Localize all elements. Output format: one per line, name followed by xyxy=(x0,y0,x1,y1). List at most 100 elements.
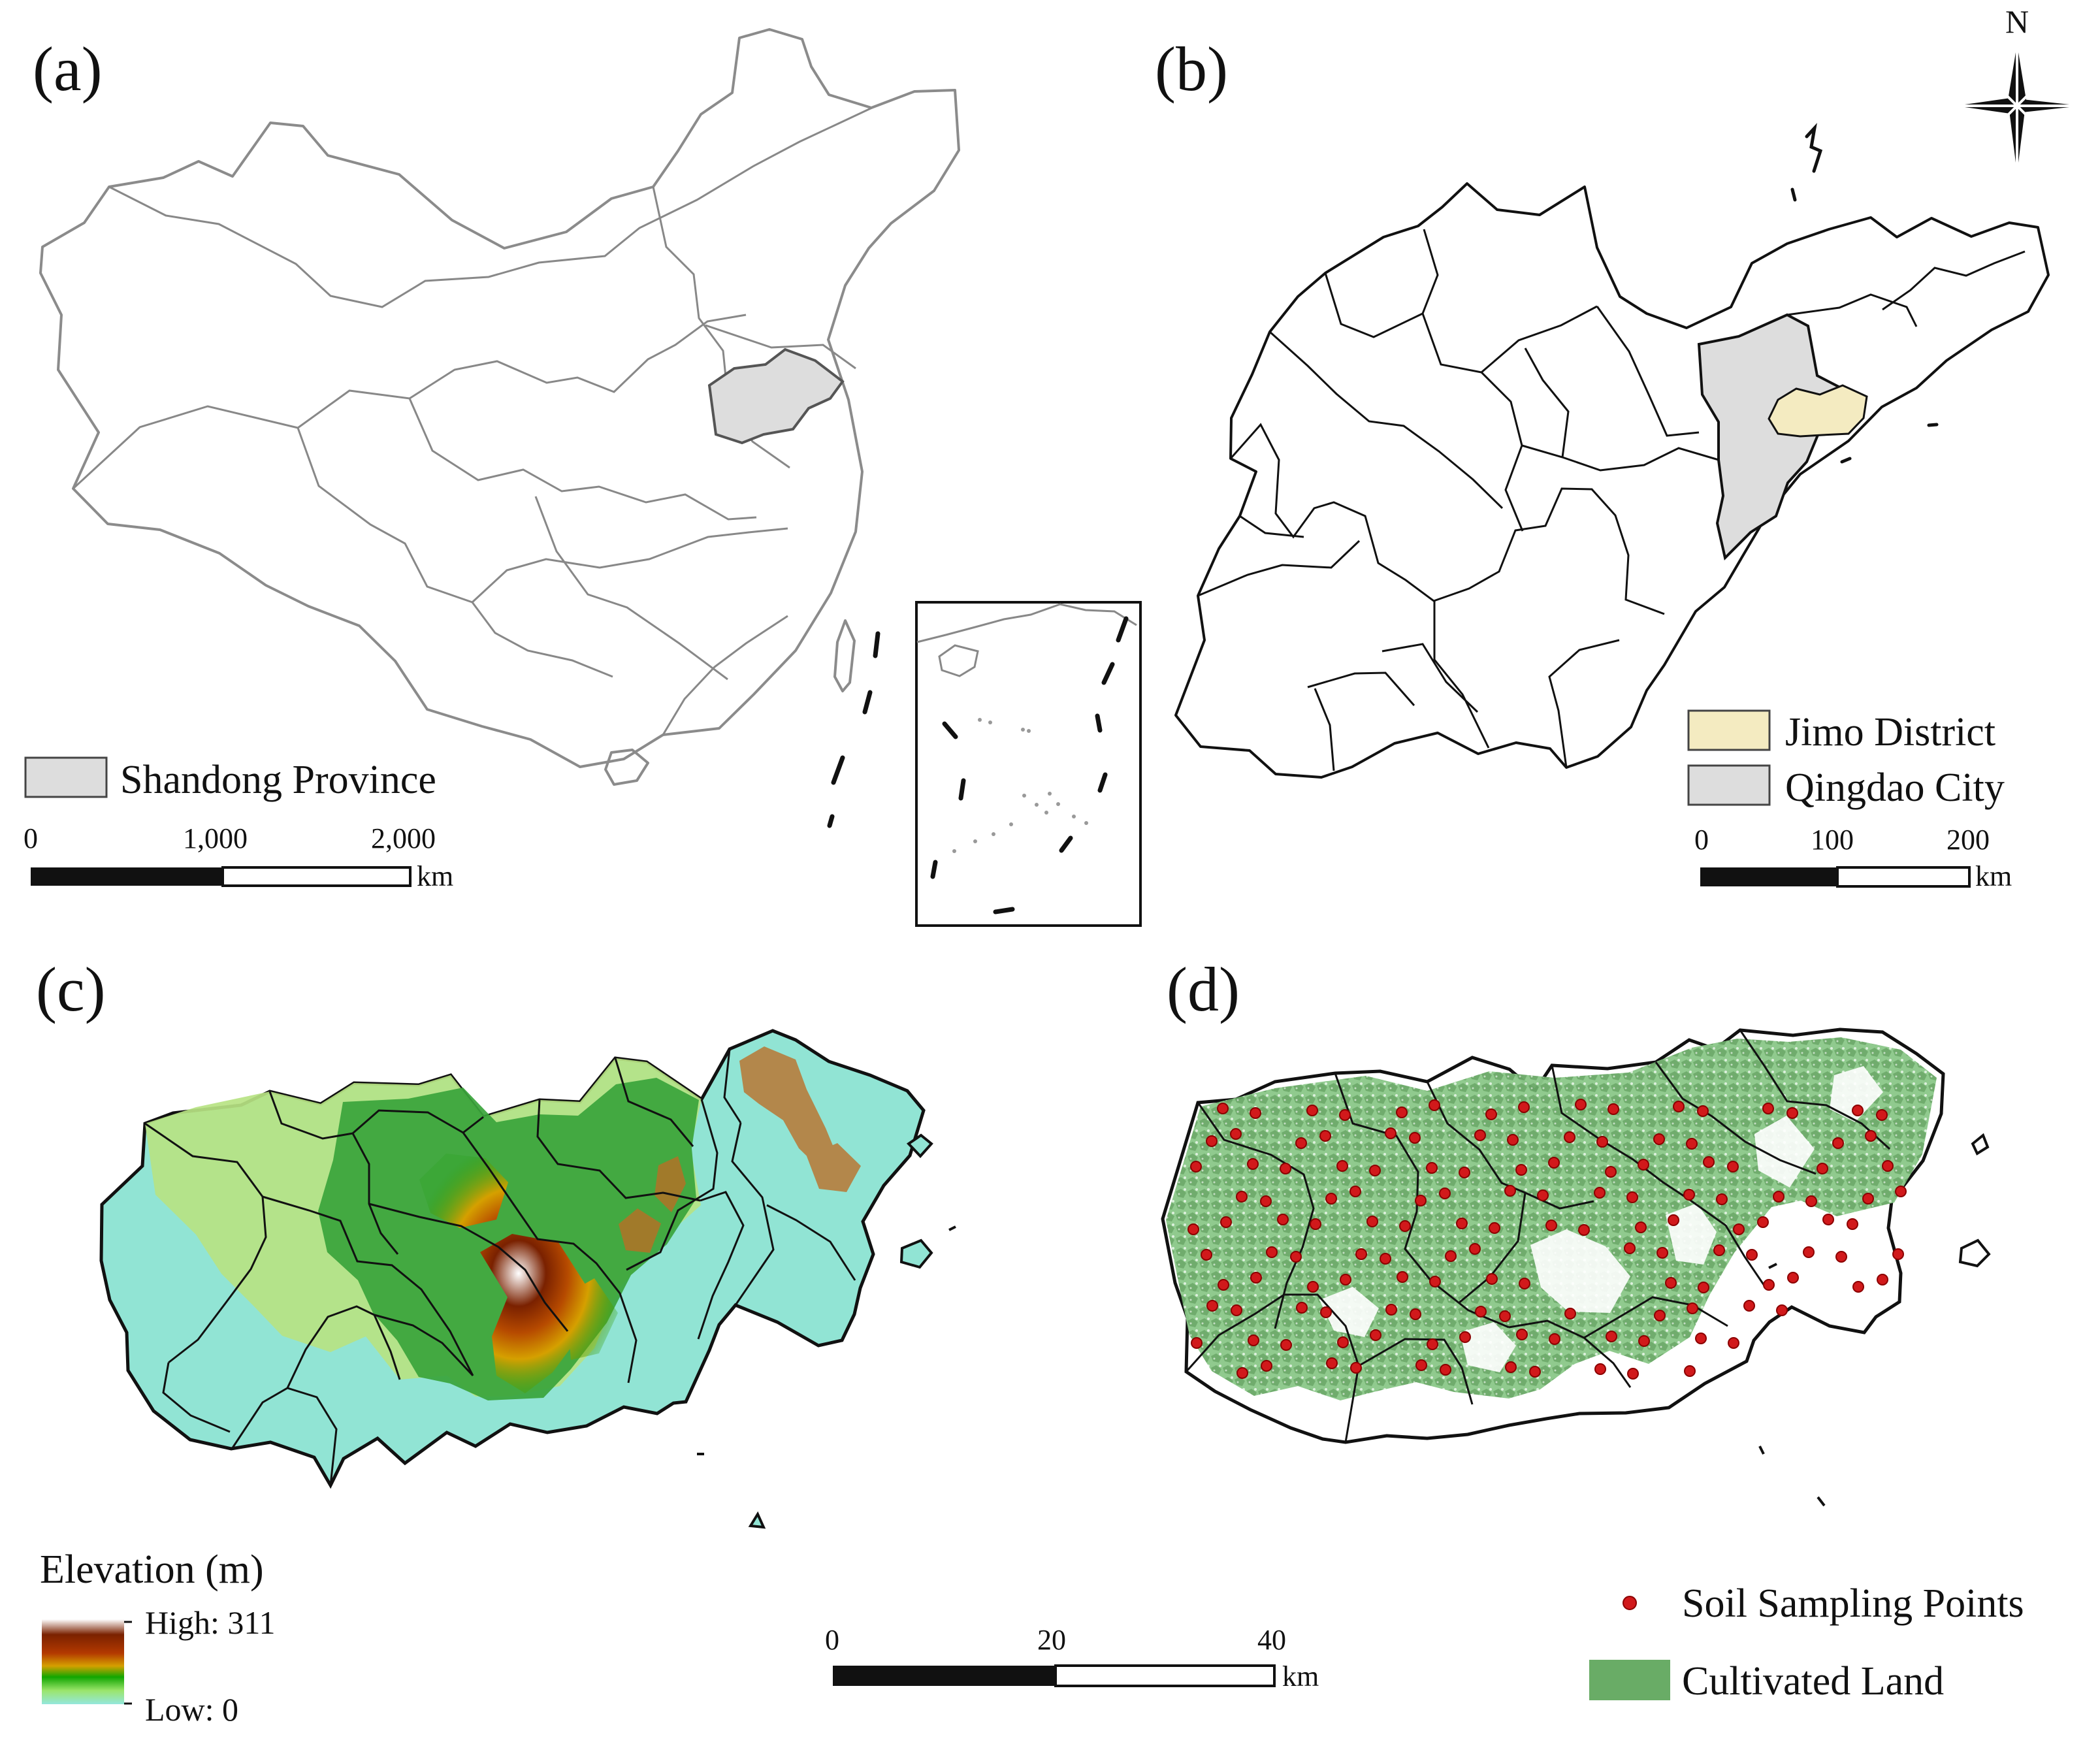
north-arrow: N xyxy=(1956,3,2081,173)
soil-sampling-point xyxy=(1776,1304,1788,1316)
soil-sampling-point xyxy=(1594,1187,1606,1199)
soil-sampling-point xyxy=(1733,1223,1745,1235)
scale-a-black-segment xyxy=(31,867,223,886)
elevation-low-label: Low: 0 xyxy=(145,1691,238,1728)
scale-a-tick-1000: 1,000 xyxy=(183,822,248,854)
soil-sampling-point xyxy=(1230,1128,1242,1140)
soil-sampling-point xyxy=(1638,1159,1649,1171)
panel-d-legend: Soil Sampling Points Cultivated Land xyxy=(1589,1581,2024,1704)
soil-sampling-point xyxy=(1380,1253,1391,1265)
inset-islands xyxy=(952,718,1088,853)
soil-sampling-point xyxy=(1280,1339,1292,1351)
soil-sampling-point xyxy=(1415,1359,1427,1371)
shandong-county-lines xyxy=(1197,229,2026,771)
soil-sampling-point xyxy=(1832,1137,1844,1149)
soil-sampling-point xyxy=(1397,1271,1408,1283)
soil-sampling-point xyxy=(1266,1246,1278,1258)
shared-scale-tick-20: 20 xyxy=(1037,1624,1066,1656)
soil-sampling-point xyxy=(1575,1099,1587,1110)
soil-sampling-point xyxy=(1339,1109,1351,1121)
soil-sampling-point xyxy=(1703,1156,1715,1168)
soil-sampling-point xyxy=(1340,1274,1351,1285)
soil-sampling-point xyxy=(1519,1278,1530,1289)
soil-sampling-point xyxy=(1635,1221,1647,1233)
scale-b-white-segment xyxy=(1836,866,1971,888)
soil-sampling-point xyxy=(1319,1130,1331,1142)
elevation-ramp-ticks xyxy=(124,1621,132,1705)
soil-sampling-point xyxy=(1656,1247,1668,1259)
soil-sampling-point xyxy=(1426,1162,1438,1174)
soil-sampling-point xyxy=(1876,1109,1888,1121)
shandong-legend-swatch xyxy=(24,756,108,798)
panel-b-legend: Jimo District Qingdao City xyxy=(1687,709,2005,810)
soil-point-legend-symbol xyxy=(1623,1596,1637,1610)
soil-sampling-point xyxy=(1429,1099,1440,1111)
soil-sampling-point xyxy=(1218,1279,1229,1291)
china-province-lines xyxy=(72,106,873,736)
shared-scale-white-segment xyxy=(1054,1664,1276,1687)
elevation-high-label: High: 311 xyxy=(145,1604,276,1641)
soil-sampling-point xyxy=(1653,1133,1665,1145)
soil-sampling-point xyxy=(1355,1248,1367,1260)
soil-sampling-point xyxy=(1248,1334,1259,1346)
soil-sampling-point xyxy=(1822,1214,1834,1225)
inset-coast xyxy=(916,603,1137,677)
soil-sampling-point xyxy=(1201,1249,1212,1261)
shared-scale-bar: 0 20 40 km xyxy=(825,1624,1319,1692)
soil-sampling-point xyxy=(1698,1282,1709,1293)
soil-sampling-point xyxy=(1516,1329,1528,1340)
china-outline xyxy=(39,28,960,768)
soil-sampling-point xyxy=(1743,1300,1755,1312)
soil-sampling-point xyxy=(1638,1335,1650,1347)
soil-sampling-point xyxy=(1805,1195,1817,1207)
cultivated-islands xyxy=(1758,1133,1991,1507)
scale-a-tick-0: 0 xyxy=(24,822,38,854)
soil-sampling-point xyxy=(1548,1157,1560,1169)
soil-sampling-point xyxy=(1399,1220,1411,1232)
soil-sampling-point xyxy=(1366,1216,1378,1227)
cultivated-land-legend-label: Cultivated Land xyxy=(1682,1659,1944,1704)
scale-b-tick-100: 100 xyxy=(1811,824,1854,856)
soil-sampling-point xyxy=(1728,1337,1739,1349)
scale-b-tick-0: 0 xyxy=(1694,824,1709,856)
soil-sampling-point xyxy=(1261,1360,1272,1372)
soil-sampling-point xyxy=(1763,1279,1775,1291)
soil-sampling-point xyxy=(1220,1216,1232,1228)
soil-sampling-point xyxy=(1862,1193,1874,1204)
soil-sampling-point xyxy=(1852,1105,1864,1116)
elevation-internal-boundaries xyxy=(144,1048,856,1486)
soil-sampling-point xyxy=(1773,1191,1785,1203)
cultivated-internal-boundaries xyxy=(1185,1029,1891,1443)
soil-sampling-point xyxy=(1474,1129,1486,1141)
north-label: N xyxy=(2005,3,2029,40)
soil-sampling-point xyxy=(1549,1333,1560,1345)
soil-sampling-point xyxy=(1713,1244,1725,1256)
soil-sampling-point xyxy=(1654,1310,1666,1321)
elevation-legend-title: Elevation (m) xyxy=(40,1547,264,1592)
soil-sampling-point xyxy=(1594,1363,1606,1375)
elevation-color-ramp xyxy=(42,1619,124,1704)
soil-sampling-point xyxy=(1427,1338,1438,1350)
soil-sampling-point xyxy=(1236,1367,1248,1379)
qingdao-legend-label: Qingdao City xyxy=(1785,766,2005,810)
soil-sampling-point xyxy=(1537,1189,1549,1201)
soil-sampling-point xyxy=(1847,1218,1858,1230)
shandong-islands xyxy=(1790,123,1939,464)
jimo-legend-label: Jimo District xyxy=(1785,710,1995,754)
soil-sampling-point xyxy=(1757,1216,1769,1228)
soil-sampling-point xyxy=(1290,1251,1302,1263)
soil-sampling-point xyxy=(1440,1364,1451,1376)
scale-a-unit: km xyxy=(417,860,453,892)
soil-sampling-point xyxy=(1624,1242,1636,1254)
cultivated-land-legend-swatch xyxy=(1589,1660,1670,1700)
soil-sampling-point xyxy=(1684,1365,1696,1377)
soil-sampling-points xyxy=(1187,1099,1907,1380)
soil-sampling-point xyxy=(1325,1193,1337,1204)
soil-sampling-point xyxy=(1277,1214,1289,1225)
shandong-legend-label: Shandong Province xyxy=(120,758,436,802)
soil-sampling-point xyxy=(1469,1243,1481,1255)
inset-dashes xyxy=(930,616,1129,914)
soil-sampling-point xyxy=(1485,1108,1497,1120)
shandong-province-area xyxy=(707,348,845,445)
dashed-boundary xyxy=(827,631,880,828)
